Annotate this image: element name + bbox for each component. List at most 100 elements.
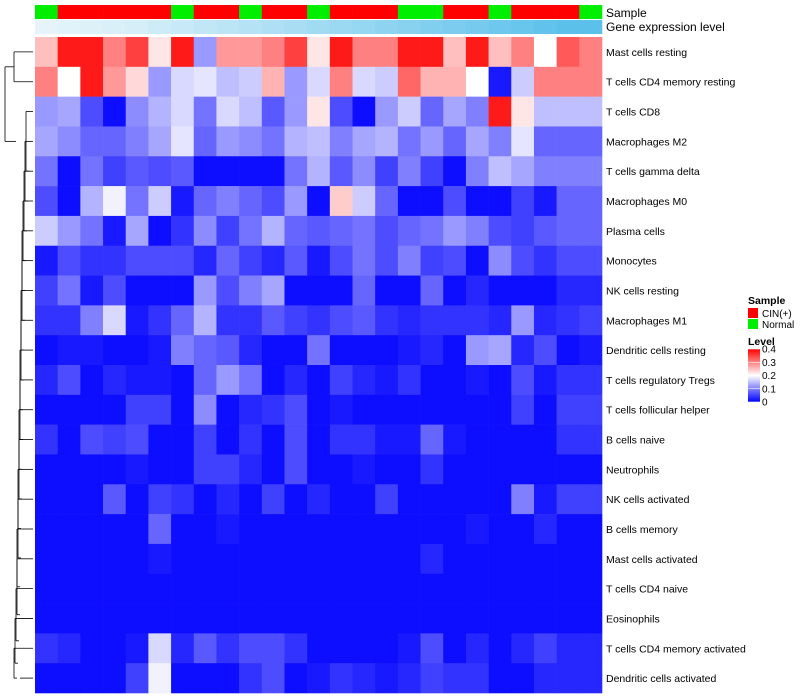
heatmap-cell [307, 156, 331, 187]
heatmap-cell [443, 126, 467, 157]
heatmap-cell [579, 633, 603, 664]
heatmap-cell [397, 484, 421, 515]
sample-annotation-cell [329, 5, 353, 19]
heatmap-cell [533, 633, 557, 664]
heatmap-cell [148, 424, 172, 455]
heatmap-cell [397, 514, 421, 545]
heatmap-cell [35, 633, 58, 664]
heatmap-cell [80, 126, 104, 157]
heatmap-cell [239, 454, 263, 485]
heatmap-cell [443, 365, 467, 396]
expression-annotation-cell [307, 20, 331, 34]
heatmap-cell [216, 573, 240, 604]
heatmap-cell [261, 275, 285, 306]
heatmap-cell [579, 96, 603, 127]
heatmap-cell [216, 603, 240, 634]
heatmap-cell [284, 365, 308, 396]
heatmap-cell [57, 573, 81, 604]
heatmap-cell [488, 603, 512, 634]
heatmap-cell [375, 37, 399, 68]
expression-annotation-cell [216, 20, 240, 34]
heatmap-cell [193, 37, 217, 68]
heatmap-cell [284, 394, 308, 425]
heatmap-cell [239, 66, 263, 97]
heatmap-cell [171, 603, 195, 634]
heatmap-cell [556, 603, 580, 634]
heatmap-cell [443, 186, 467, 217]
heatmap-cell [533, 454, 557, 485]
heatmap-cell [352, 633, 376, 664]
heatmap-cell [80, 365, 104, 396]
heatmap-cell [352, 663, 376, 694]
heatmap-cell [533, 543, 557, 575]
heatmap-cell [488, 365, 512, 396]
expression-annotation-cell [352, 20, 376, 34]
heatmap-cell [329, 484, 353, 515]
heatmap-cell [443, 454, 467, 485]
heatmap-cell [352, 543, 376, 575]
heatmap-cell [420, 305, 444, 336]
heatmap-cell [216, 454, 240, 485]
legend-label-cin: CIN(+) [762, 309, 792, 320]
heatmap-cell [193, 275, 217, 306]
heatmap-cell [420, 37, 444, 68]
heatmap-cell [511, 96, 535, 127]
heatmap-cell [533, 514, 557, 545]
heatmap-cell [35, 394, 58, 425]
sample-annotation-cell [284, 5, 308, 19]
heatmap-cell [261, 96, 285, 127]
heatmap-cell [261, 543, 285, 575]
heatmap-cell [193, 245, 217, 276]
sample-annotation-cell [397, 5, 421, 19]
legend-level-title: Level [748, 336, 775, 348]
heatmap-cell [579, 335, 603, 366]
heatmap-cell [35, 126, 58, 157]
heatmap-cell [556, 394, 580, 425]
heatmap-cell [35, 484, 58, 515]
heatmap-cell [261, 365, 285, 396]
heatmap-cell [261, 126, 285, 157]
heatmap-cell [307, 126, 331, 157]
heatmap-cell [443, 514, 467, 545]
heatmap-cell [579, 275, 603, 306]
heatmap-cell [533, 305, 557, 336]
heatmap-cell [533, 484, 557, 515]
heatmap-cell [375, 454, 399, 485]
heatmap-cell [148, 514, 172, 545]
expression-annotation-cell [375, 20, 399, 34]
heatmap-cell [533, 365, 557, 396]
heatmap-cell [307, 543, 331, 575]
heatmap-cell [329, 275, 353, 306]
heatmap-cell [103, 186, 127, 217]
heatmap-cell [420, 394, 444, 425]
heatmap-cell [329, 454, 353, 485]
heatmap-cell [579, 394, 603, 425]
heatmap-cell [352, 186, 376, 217]
heatmap-cell [171, 365, 195, 396]
heatmap-cell [193, 156, 217, 187]
heatmap-cell [329, 215, 353, 247]
heatmap-cell [148, 37, 172, 68]
heatmap-cell [533, 37, 557, 68]
expression-annotation-cell [533, 20, 557, 34]
expression-annotation-cell [35, 20, 58, 34]
heatmap-cell [284, 245, 308, 276]
heatmap-cell [57, 335, 81, 366]
heatmap-cell [420, 215, 444, 247]
heatmap-cell [239, 335, 263, 366]
heatmap-cell [239, 543, 263, 575]
heatmap-cell [511, 454, 535, 485]
heatmap-cell [103, 275, 127, 306]
heatmap-cell [125, 365, 149, 396]
heatmap-cell [443, 156, 467, 187]
heatmap-cell [103, 633, 127, 664]
heatmap-cell [148, 603, 172, 634]
heatmap-cell [579, 215, 603, 247]
heatmap-cell [307, 37, 331, 68]
heatmap-cell [579, 663, 603, 694]
heatmap-cell [352, 335, 376, 366]
sample-annotation-cell [465, 5, 489, 19]
heatmap-cell [397, 186, 421, 217]
heatmap-cell [352, 37, 376, 68]
heatmap-cell [284, 603, 308, 634]
